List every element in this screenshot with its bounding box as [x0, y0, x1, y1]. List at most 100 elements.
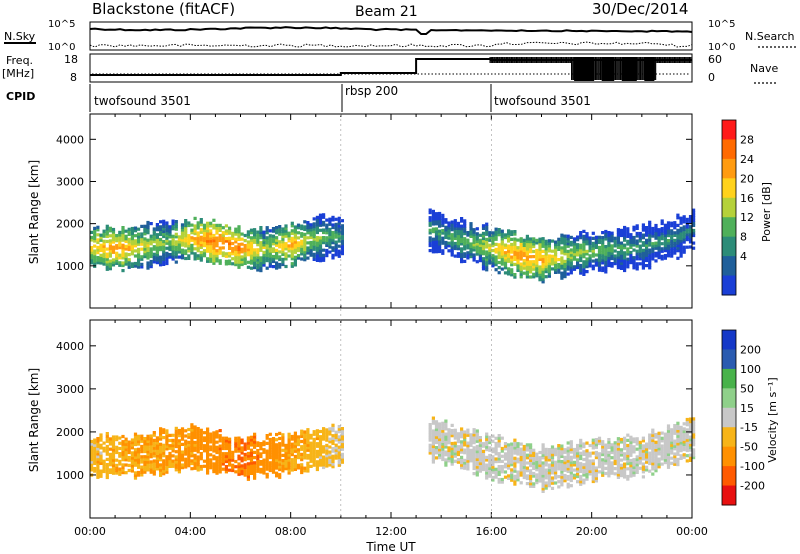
heatmap-cell — [162, 240, 166, 244]
heatmap-cell — [174, 242, 178, 246]
heatmap-cell — [475, 429, 479, 433]
heatmap-cell — [494, 235, 498, 239]
heatmap-cell — [481, 236, 486, 241]
heatmap-cell — [591, 267, 595, 271]
heatmap-cell — [488, 438, 492, 442]
heatmap-cell — [262, 258, 266, 262]
heatmap-cell — [118, 230, 122, 234]
heatmap-cell — [118, 233, 122, 237]
heatmap-cell — [676, 439, 680, 443]
heatmap-cell — [281, 262, 285, 267]
heatmap-cell — [268, 448, 272, 452]
heatmap-cell — [121, 463, 125, 467]
heatmap-cell — [481, 449, 486, 453]
heatmap-cell — [180, 442, 185, 446]
heatmap-cell — [249, 440, 254, 444]
heatmap-cell — [444, 424, 448, 428]
heatmap-cell — [516, 263, 520, 267]
heatmap-cell — [253, 258, 257, 262]
heatmap-cell — [563, 473, 567, 478]
heatmap-cell — [554, 447, 558, 451]
heatmap-cell — [187, 461, 191, 465]
heatmap-cell — [463, 438, 467, 442]
heatmap-cell — [334, 433, 338, 437]
heatmap-cell — [331, 233, 335, 237]
heatmap-cell — [99, 451, 103, 455]
heatmap-cell — [105, 239, 109, 244]
heatmap-cell — [572, 237, 577, 241]
heatmap-cell — [541, 280, 545, 284]
heatmap-cell — [290, 453, 294, 457]
heatmap-cell — [676, 231, 680, 235]
heatmap-cell — [290, 241, 294, 246]
heatmap-cell — [121, 471, 125, 475]
heatmap-cell — [663, 448, 667, 452]
heatmap-cell — [456, 432, 460, 436]
heatmap-cell — [645, 258, 649, 263]
heatmap-cell — [623, 444, 627, 448]
heatmap-cell — [140, 468, 144, 472]
heatmap-cell — [597, 452, 602, 456]
heatmap-cell — [218, 457, 222, 461]
heatmap-cell — [253, 263, 257, 267]
heatmap-cell — [585, 249, 589, 253]
heatmap-cell — [507, 247, 511, 251]
heatmap-cell — [657, 457, 661, 461]
heatmap-cell — [576, 454, 580, 458]
heatmap-cell — [478, 443, 482, 447]
heatmap-cell — [224, 441, 228, 445]
heatmap-cell — [337, 430, 341, 434]
heatmap-cell — [199, 446, 203, 450]
heatmap-cell — [491, 460, 495, 464]
heatmap-cell — [108, 463, 112, 467]
heatmap-cell — [541, 487, 545, 491]
heatmap-cell — [441, 221, 445, 225]
heatmap-cell — [604, 267, 608, 271]
heatmap-cell — [127, 260, 131, 264]
heatmap-cell — [306, 469, 310, 473]
heatmap-cell — [535, 473, 539, 477]
heatmap-cell — [638, 254, 642, 258]
heatmap-cell — [554, 263, 558, 267]
heatmap-cell — [234, 465, 238, 469]
heatmap-cell — [265, 231, 269, 235]
heatmap-cell — [137, 242, 141, 246]
heatmap-cell — [538, 270, 542, 274]
heatmap-cell — [108, 468, 112, 472]
heatmap-cell — [594, 450, 598, 455]
heatmap-cell — [322, 445, 326, 449]
heatmap-cell — [654, 254, 658, 258]
heatmap-cell — [572, 250, 577, 254]
heatmap-cell — [645, 465, 649, 469]
heatmap-cell — [491, 244, 495, 248]
heatmap-cell — [654, 445, 658, 449]
heatmap-cell — [312, 245, 316, 249]
freq-panel: Freq. [MHz] 18 8 60 0 Nave — [2, 53, 778, 84]
heatmap-cell — [544, 486, 548, 490]
heatmap-cell — [481, 259, 486, 263]
heatmap-cell — [579, 444, 583, 448]
heatmap-cell — [572, 242, 577, 246]
heatmap-cell — [597, 454, 602, 458]
heatmap-cell — [99, 258, 103, 263]
heatmap-cell — [202, 236, 207, 240]
heatmap-cell — [193, 257, 197, 261]
heatmap-cell — [237, 232, 241, 236]
heatmap-cell — [692, 419, 696, 424]
heatmap-cell — [456, 460, 460, 464]
heatmap-cell — [340, 239, 344, 243]
heatmap-cell — [171, 237, 175, 241]
heatmap-cell — [679, 221, 683, 225]
heatmap-cell — [224, 254, 228, 258]
heatmap-cell — [278, 257, 282, 262]
heatmap-cell — [218, 467, 222, 471]
heatmap-cell — [290, 458, 294, 462]
heatmap-cell — [249, 469, 254, 473]
heatmap-cell — [133, 455, 138, 459]
heatmap-cell — [497, 271, 501, 275]
heatmap-cell — [202, 449, 207, 453]
heatmap-cell — [268, 236, 272, 240]
heatmap-cell — [118, 446, 122, 451]
heatmap-cell — [569, 253, 573, 257]
heatmap-cell — [607, 461, 611, 465]
